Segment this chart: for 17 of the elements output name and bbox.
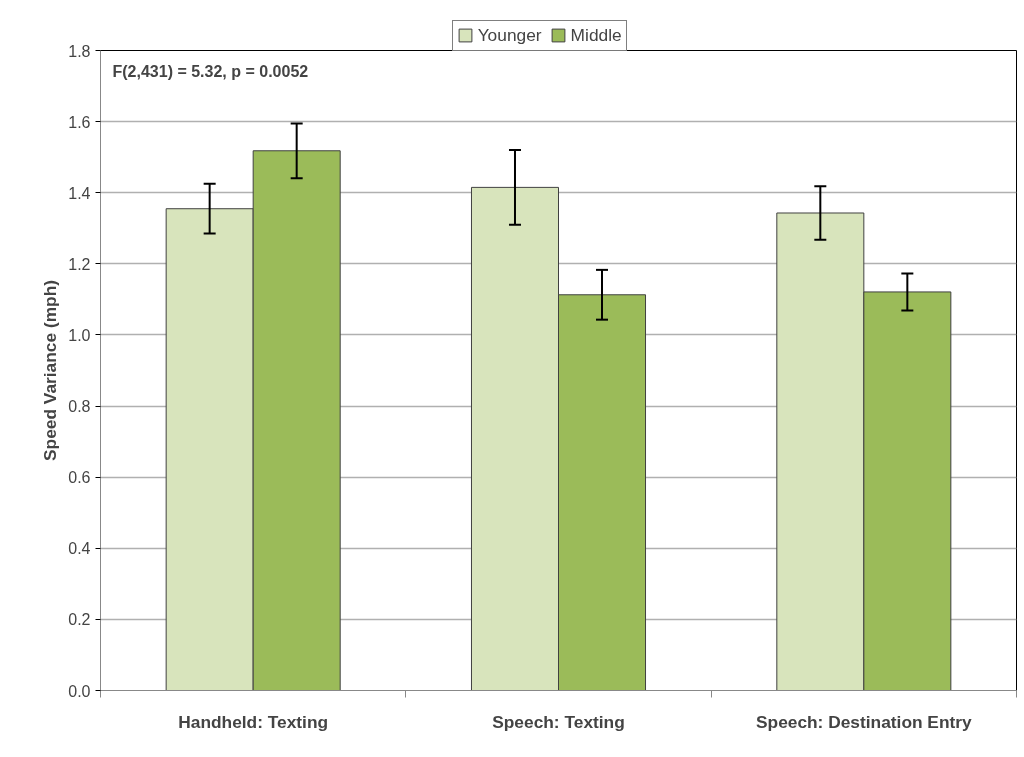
x-tick-label: Speech: Texting	[492, 711, 625, 732]
legend-label: Younger	[477, 24, 542, 46]
y-tick-label: 1.4	[68, 184, 91, 202]
x-tick-label: Speech: Destination Entry	[755, 711, 973, 732]
y-tick-label: 1.0	[68, 326, 91, 344]
y-tick-label: 1.6	[68, 113, 91, 131]
y-tick-label: 0.8	[68, 398, 91, 416]
x-tick-label: Handheld: Texting	[178, 711, 329, 732]
y-tick-label: 1.2	[68, 255, 91, 273]
legend-label: Middle	[570, 24, 622, 46]
y-tick-label: 0.4	[68, 540, 91, 558]
annotation: F(2,431) = 5.32, p = 0.0052	[112, 62, 309, 80]
y-tick-label: 0.0	[68, 682, 91, 700]
y-tick-label: 0.2	[68, 611, 91, 629]
y-tick-label: 0.6	[68, 469, 91, 487]
y-axis-title: Speed Variance (mph)	[40, 279, 61, 462]
y-tick-label: 1.8	[68, 42, 91, 60]
